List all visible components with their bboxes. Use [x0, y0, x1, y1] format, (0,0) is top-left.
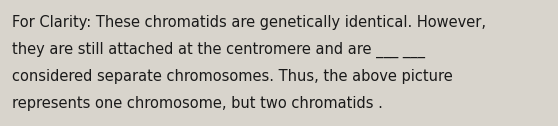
Text: represents one chromosome, but two chromatids .: represents one chromosome, but two chrom… — [12, 96, 383, 111]
Text: considered separate chromosomes. Thus, the above picture: considered separate chromosomes. Thus, t… — [12, 69, 453, 84]
Text: they are still attached at the centromere and are ___ ___: they are still attached at the centromer… — [12, 42, 425, 58]
Text: For Clarity: These chromatids are genetically identical. However,: For Clarity: These chromatids are geneti… — [12, 15, 486, 30]
